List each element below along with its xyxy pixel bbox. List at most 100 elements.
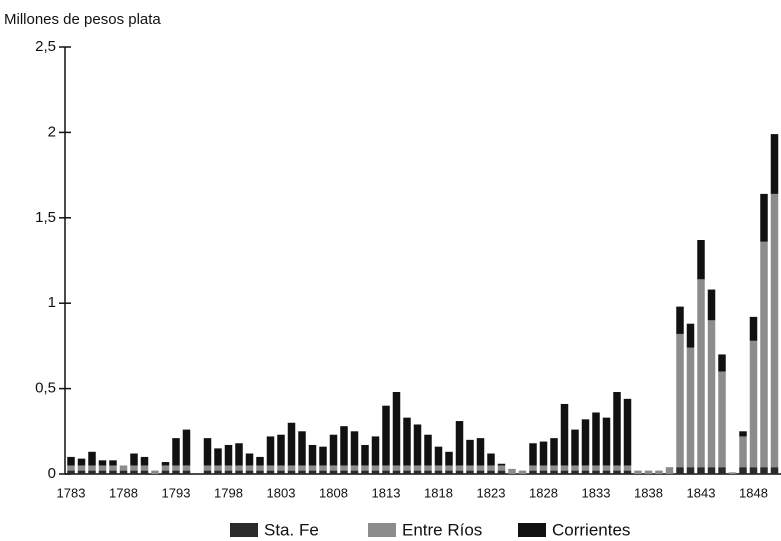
bar-segment xyxy=(602,465,611,471)
bar-segment xyxy=(560,403,569,466)
bar-segment xyxy=(718,371,726,468)
bar-segment xyxy=(623,465,632,471)
bar-segment xyxy=(109,460,117,466)
bar-segment xyxy=(676,306,684,334)
bar-segment xyxy=(770,134,779,194)
bar-segment xyxy=(539,441,548,466)
bar-segment xyxy=(319,446,327,466)
bar-segment xyxy=(623,398,632,466)
bar-segment xyxy=(224,465,233,471)
legend-label: Corrientes xyxy=(552,520,630,539)
bar-segment xyxy=(140,470,149,474)
bar-segment xyxy=(718,467,726,474)
bar-segment xyxy=(256,470,264,474)
bar-segment xyxy=(434,465,443,471)
bar-segment xyxy=(329,470,338,474)
bar-segment xyxy=(245,470,254,474)
bar-segment xyxy=(298,465,306,471)
bar-segment xyxy=(424,434,432,466)
bar-segment xyxy=(329,465,338,471)
bar-segment xyxy=(550,438,558,466)
bar-segment xyxy=(403,417,411,466)
bar-segment xyxy=(266,470,275,474)
x-tick-label: 1828 xyxy=(529,485,558,500)
bar-segment xyxy=(487,465,495,471)
bar-segment xyxy=(130,453,138,466)
bar-segment xyxy=(413,470,422,474)
bar-segment xyxy=(340,426,348,466)
y-tick-label: 1 xyxy=(48,294,56,311)
x-tick-label: 1818 xyxy=(424,485,453,500)
bar-segment xyxy=(613,392,621,466)
bar-segment xyxy=(655,470,663,474)
bar-segment xyxy=(760,467,768,474)
bar-segment xyxy=(172,438,180,466)
bar-segment xyxy=(707,320,716,468)
bar-segment xyxy=(98,470,107,474)
bar-segment xyxy=(340,470,348,474)
bar-segment xyxy=(151,470,159,474)
bar-segment xyxy=(224,470,233,474)
bar-segment xyxy=(350,470,359,474)
bar-segment xyxy=(88,465,96,471)
bar-segment xyxy=(77,465,86,471)
bar-segment xyxy=(235,443,243,466)
bar-segment xyxy=(224,444,233,466)
bar-segment xyxy=(109,465,117,471)
bar-segment xyxy=(340,465,348,471)
x-tick-label: 1798 xyxy=(214,485,243,500)
bar-segment xyxy=(287,465,296,471)
bar-segment xyxy=(182,429,191,466)
bar-segment xyxy=(235,465,243,471)
bar-segment xyxy=(130,465,138,471)
bar-segment xyxy=(245,453,254,466)
bar-segment xyxy=(140,456,149,466)
bar-segment xyxy=(392,470,401,474)
bar-segment xyxy=(245,465,254,471)
bar-segment xyxy=(287,470,296,474)
bar-segment xyxy=(172,470,180,474)
bar-segment xyxy=(88,451,96,466)
bar-segment xyxy=(392,465,401,471)
bar-segment xyxy=(697,279,705,468)
bar-segment xyxy=(581,470,590,474)
bar-segment xyxy=(172,465,180,471)
bar-segment xyxy=(718,354,726,372)
bar-segment xyxy=(361,470,369,474)
bar-segment xyxy=(308,465,317,471)
bar-segment xyxy=(350,465,359,471)
bar-segment xyxy=(455,465,464,471)
bar-segment xyxy=(623,470,632,474)
x-tick-label: 1783 xyxy=(57,485,86,500)
bar-segment xyxy=(665,467,674,474)
bar-segment xyxy=(686,467,695,474)
bar-segment xyxy=(214,465,222,471)
bar-segment xyxy=(214,448,222,466)
bar-segment xyxy=(277,470,285,474)
bar-segment xyxy=(98,465,107,471)
bar-segment xyxy=(571,470,579,474)
y-tick-label: 2 xyxy=(48,123,56,140)
bar-segment xyxy=(413,424,422,466)
x-tick-label: 1833 xyxy=(582,485,611,500)
bar-segment xyxy=(161,470,170,474)
bar-segment xyxy=(518,470,527,474)
bar-segment xyxy=(109,470,117,474)
bar-segment xyxy=(476,465,485,471)
bar-segment xyxy=(287,422,296,466)
bar-segment xyxy=(445,465,453,471)
legend-swatch xyxy=(230,523,258,537)
bar-segment xyxy=(455,421,464,466)
bar-segment xyxy=(266,436,275,466)
bar-segment xyxy=(739,467,747,474)
bar-segment xyxy=(256,465,264,471)
bar-segment xyxy=(371,465,380,471)
bar-segment xyxy=(88,470,96,474)
bar-segment xyxy=(602,470,611,474)
bar-segment xyxy=(382,470,390,474)
bar-segment xyxy=(235,470,243,474)
bar-segment xyxy=(203,438,212,466)
bar-segment xyxy=(560,465,569,471)
bar-segment xyxy=(497,470,506,474)
